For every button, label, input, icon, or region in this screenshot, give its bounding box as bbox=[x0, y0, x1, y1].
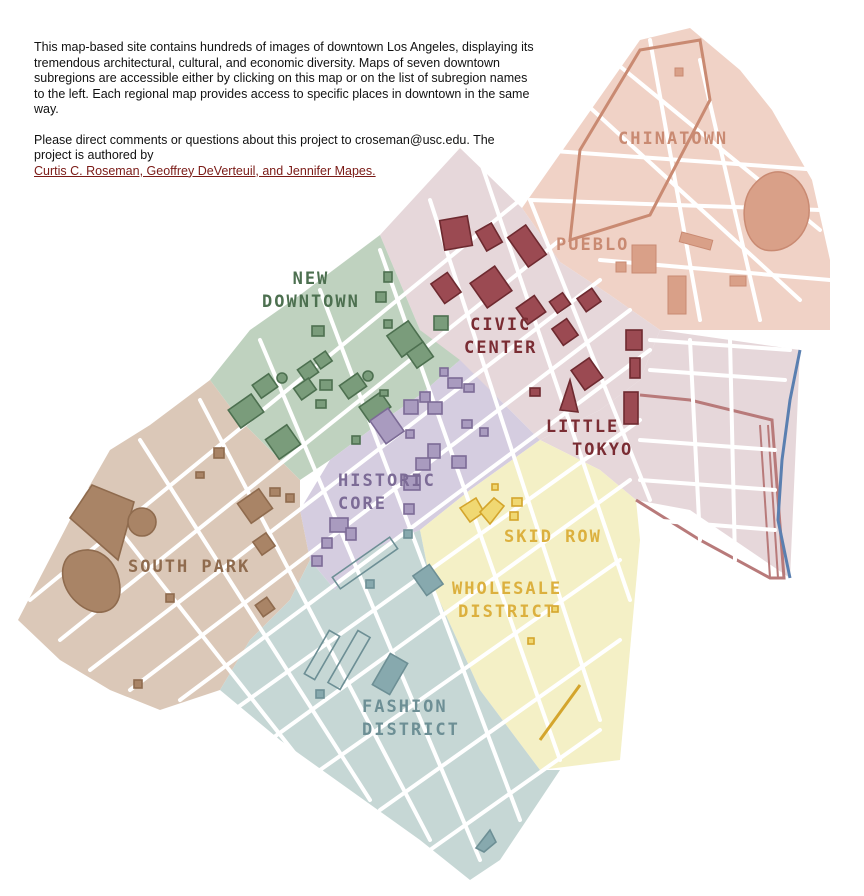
label-civic-center-line1: CIVIC bbox=[470, 315, 532, 335]
contact-text: Please direct comments or questions abou… bbox=[34, 132, 495, 163]
label-skid-row-line: SKID ROW bbox=[504, 527, 602, 547]
label-chinatown-line: CHINATOWN bbox=[618, 129, 729, 149]
fashion-district-features bbox=[303, 529, 497, 853]
intro-paragraph: This map-based site contains hundreds of… bbox=[34, 40, 534, 116]
label-historic-core-line1: HISTORIC bbox=[338, 471, 436, 491]
new-downtown-buildings bbox=[227, 271, 449, 461]
label-wholesale-district-line1: WHOLESALE bbox=[452, 579, 563, 599]
chinatown-features bbox=[568, 38, 810, 315]
authors-link[interactable]: Curtis C. Roseman, Geoffrey DeVerteuil, … bbox=[34, 163, 376, 178]
label-pueblo[interactable]: PUEBLO bbox=[556, 234, 629, 257]
label-south-park[interactable]: SOUTH PARK bbox=[128, 556, 250, 579]
la-river bbox=[776, 349, 802, 579]
south-park-features bbox=[61, 447, 295, 689]
label-little-tokyo[interactable]: LITTLE TOKYO bbox=[532, 416, 633, 462]
label-fashion-district[interactable]: FASHION DISTRICT bbox=[362, 696, 460, 742]
intro-text: This map-based site contains hundreds of… bbox=[34, 40, 534, 194]
label-historic-core-line2: CORE bbox=[338, 494, 387, 514]
historic-core-buildings bbox=[311, 367, 489, 567]
region-fashion-district[interactable] bbox=[220, 530, 560, 880]
label-new-downtown-line1: NEW bbox=[292, 269, 330, 289]
label-skid-row[interactable]: SKID ROW bbox=[504, 526, 602, 549]
label-little-tokyo-line1: LITTLE bbox=[545, 417, 620, 437]
label-fashion-district-line2: DISTRICT bbox=[362, 720, 460, 740]
label-little-tokyo-line2: TOKYO bbox=[572, 440, 634, 460]
label-chinatown[interactable]: CHINATOWN bbox=[618, 128, 728, 151]
label-wholesale-district-line2: DISTRICT bbox=[458, 602, 556, 622]
region-south-park[interactable] bbox=[18, 380, 310, 710]
label-new-downtown-line2: DOWNTOWN bbox=[262, 292, 360, 312]
label-wholesale-district[interactable]: WHOLESALE DISTRICT bbox=[452, 578, 562, 624]
label-civic-center-line2: CENTER bbox=[464, 338, 538, 358]
label-new-downtown[interactable]: NEW DOWNTOWN bbox=[262, 268, 360, 314]
label-historic-core[interactable]: HISTORIC CORE bbox=[338, 470, 436, 516]
wholesale-features bbox=[458, 483, 582, 741]
label-pueblo-line: PUEBLO bbox=[556, 235, 630, 255]
contact-paragraph: Please direct comments or questions abou… bbox=[34, 133, 534, 180]
label-south-park-line: SOUTH PARK bbox=[128, 557, 251, 577]
label-civic-center[interactable]: CIVIC CENTER bbox=[464, 314, 537, 360]
label-fashion-district-line1: FASHION bbox=[362, 697, 448, 717]
civic-center-buildings bbox=[429, 214, 643, 425]
region-historic-core[interactable] bbox=[300, 360, 540, 590]
